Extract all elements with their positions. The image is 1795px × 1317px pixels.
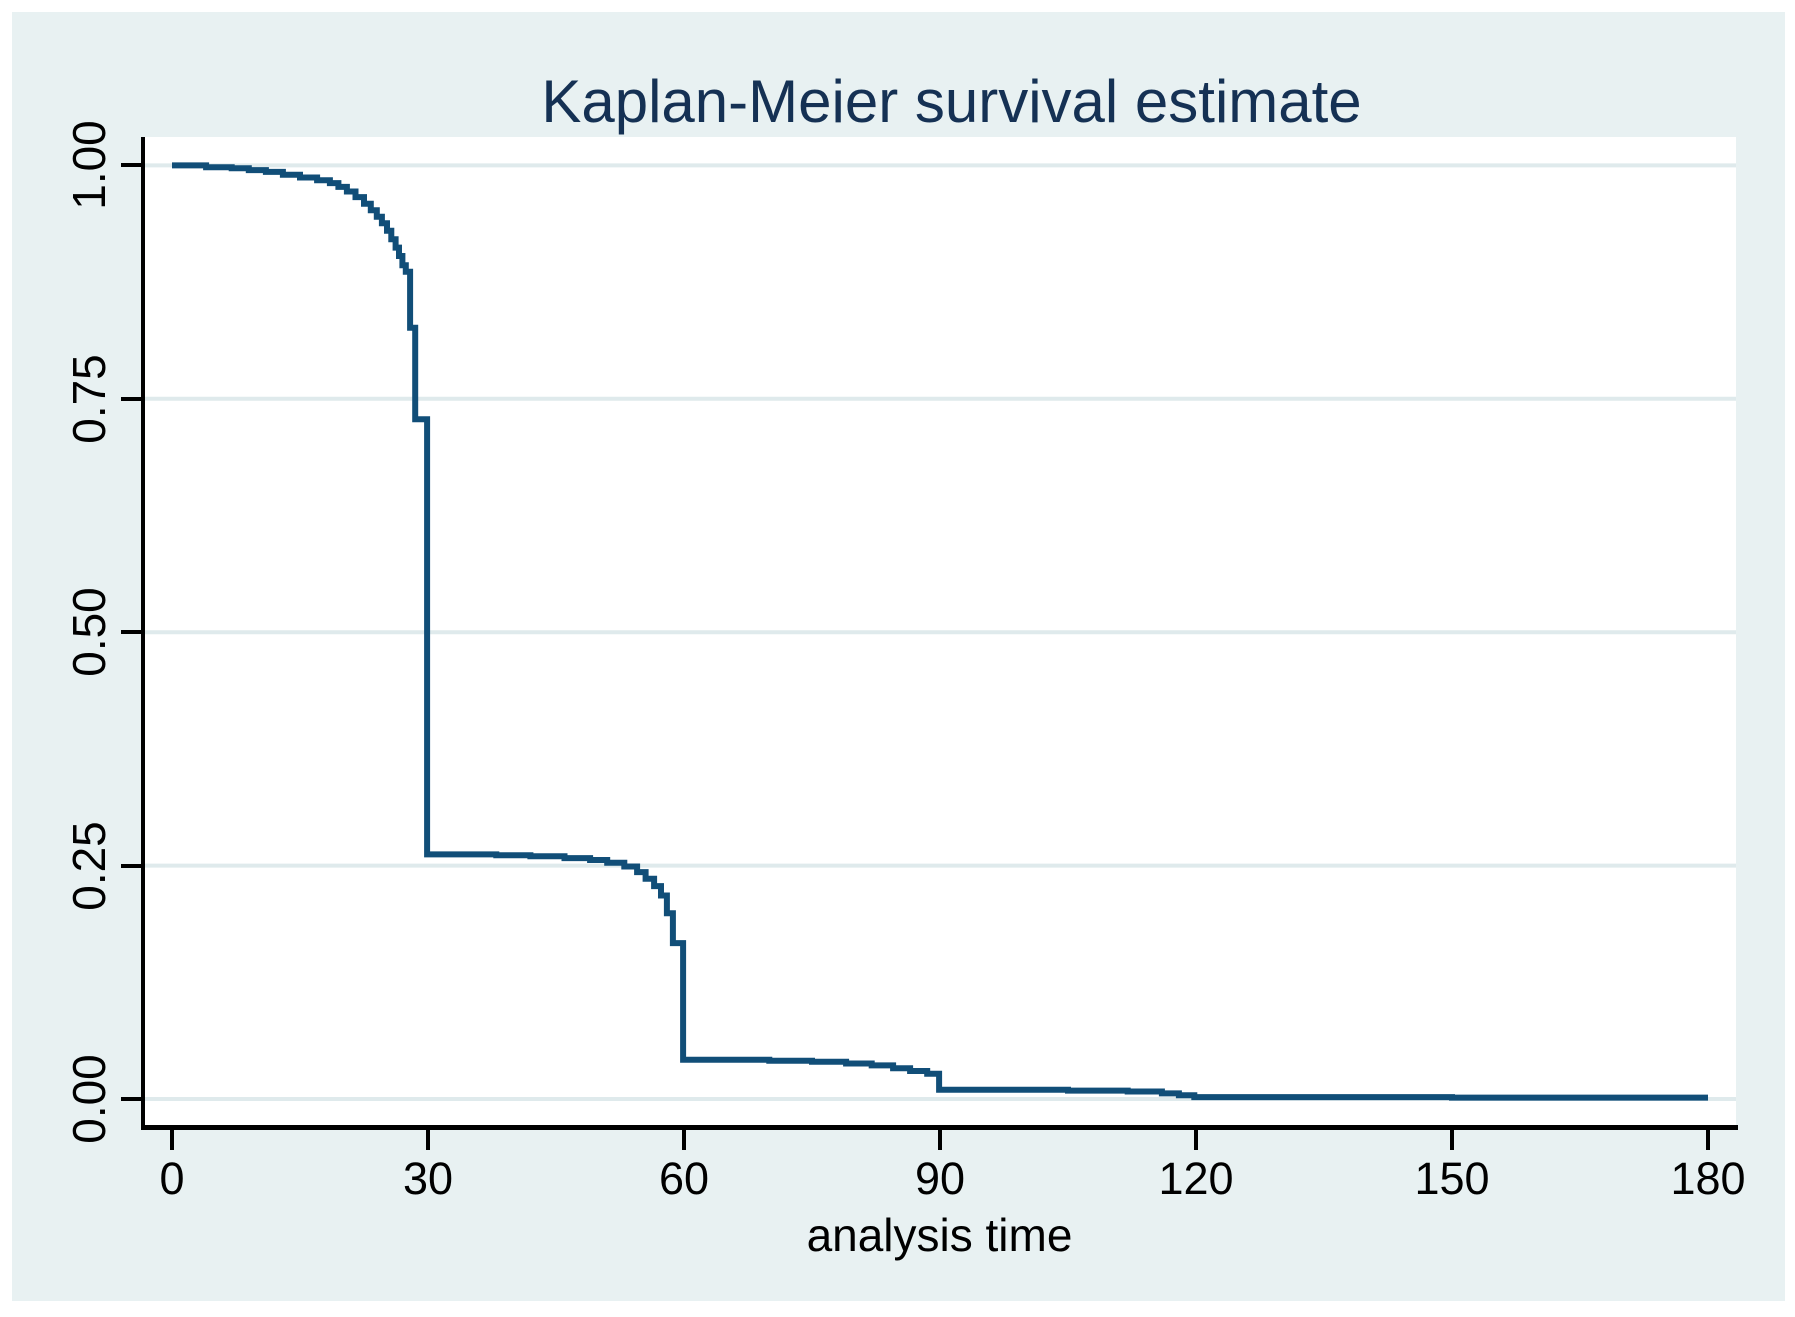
- x-axis-line: [141, 1125, 1738, 1130]
- chart-title: Kaplan-Meier survival estimate: [541, 68, 1362, 135]
- y-axis-tick: [121, 1097, 143, 1101]
- x-tick-label: 150: [1414, 1153, 1490, 1204]
- survival-curve-svg: [143, 162, 1736, 1101]
- x-axis-tick: [1193, 1130, 1198, 1150]
- y-axis-tick: [121, 163, 143, 168]
- x-axis-title: analysis time: [806, 1209, 1073, 1261]
- x-tick-label: 120: [1158, 1153, 1234, 1204]
- y-tick-label: 1.00: [63, 120, 115, 211]
- x-tick-label: 60: [658, 1153, 710, 1204]
- y-axis-tick: [121, 863, 143, 868]
- x-tick-label: 90: [914, 1153, 966, 1204]
- x-axis-tick: [170, 1130, 174, 1150]
- x-axis-tick: [425, 1130, 430, 1150]
- y-tick-label: 0.25: [63, 820, 115, 911]
- plot-area: [143, 137, 1736, 1127]
- y-axis-tick: [121, 630, 143, 635]
- x-axis-tick: [937, 1130, 942, 1150]
- x-axis-tick: [681, 1130, 686, 1150]
- x-tick-label: 0: [159, 1153, 185, 1204]
- x-axis-tick: [1449, 1130, 1454, 1150]
- y-tick-label: 0.75: [63, 354, 115, 444]
- y-tick-label: 0.00: [63, 1054, 115, 1144]
- survival-curve: [172, 162, 1708, 1101]
- x-tick-label: 30: [402, 1153, 454, 1204]
- x-tick-label: 180: [1670, 1153, 1746, 1204]
- y-tick-label: 0.50: [63, 587, 115, 677]
- y-axis-tick: [121, 396, 143, 401]
- x-axis-tick: [1705, 1130, 1710, 1150]
- y-axis-line: [141, 137, 145, 1130]
